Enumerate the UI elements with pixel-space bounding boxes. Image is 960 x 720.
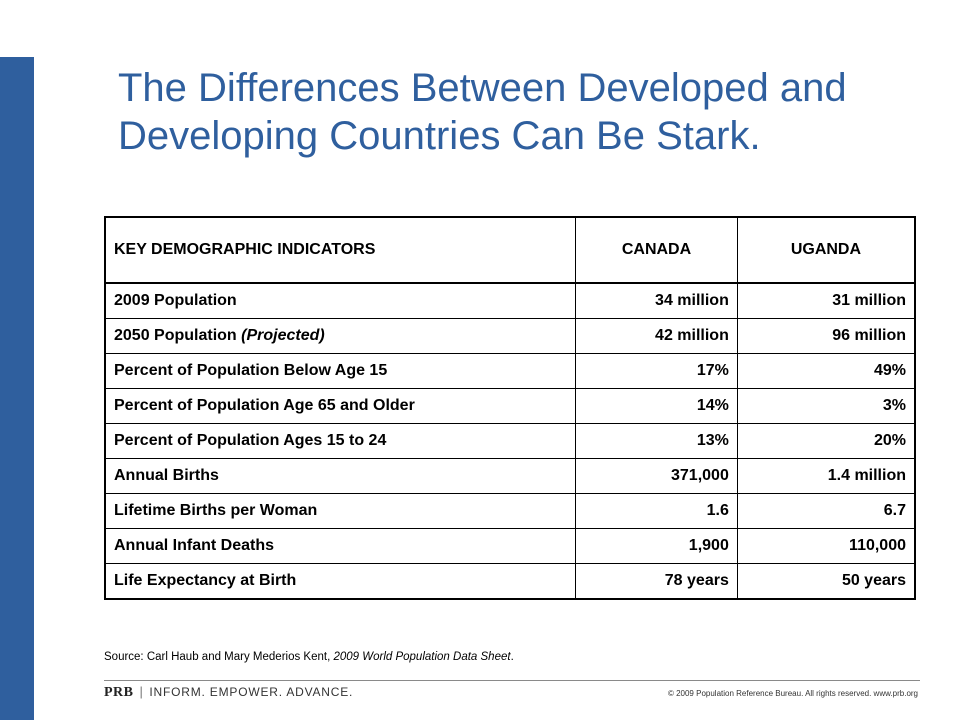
header-indicators: KEY DEMOGRAPHIC INDICATORS bbox=[104, 216, 577, 284]
indicator-cell: Annual Infant Deaths bbox=[104, 528, 577, 564]
indicator-cell: Life Expectancy at Birth bbox=[104, 563, 577, 600]
uganda-value: 20% bbox=[736, 423, 916, 459]
table-row: Annual Infant Deaths 1,900 110,000 bbox=[104, 528, 916, 564]
indicator-label: Percent of Population Ages 15 to 24 bbox=[114, 432, 387, 449]
canada-value: 42 million bbox=[575, 318, 738, 354]
uganda-value: 96 million bbox=[736, 318, 916, 354]
table-row: Lifetime Births per Woman 1.6 6.7 bbox=[104, 493, 916, 529]
side-accent-bar bbox=[0, 57, 34, 720]
table-row: 2009 Population 34 million 31 million bbox=[104, 282, 916, 319]
indicator-label: Life Expectancy at Birth bbox=[114, 572, 297, 589]
table-row: Percent of Population Age 65 and Older 14… bbox=[104, 388, 916, 424]
indicator-cell: Percent of Population Age 65 and Older bbox=[104, 388, 577, 424]
prb-logo: PRB | INFORM. EMPOWER. ADVANCE. bbox=[104, 684, 353, 701]
slide-title: The Differences Between Developed and De… bbox=[118, 64, 918, 160]
footer-divider bbox=[104, 680, 920, 681]
indicator-label: Annual Births bbox=[114, 467, 219, 484]
indicator-label: Percent of Population Age 65 and Older bbox=[114, 397, 415, 414]
canada-value: 1,900 bbox=[575, 528, 738, 564]
canada-value: 78 years bbox=[575, 563, 738, 600]
source-citation: Source: Carl Haub and Mary Mederios Kent… bbox=[104, 651, 514, 663]
canada-value: 17% bbox=[575, 353, 738, 389]
indicator-label: 2009 Population bbox=[114, 292, 237, 309]
brand-tagline: INFORM. EMPOWER. ADVANCE. bbox=[149, 685, 354, 699]
table-row: 2050 Population (Projected) 42 million 96 … bbox=[104, 318, 916, 354]
prb-wordmark: PRB bbox=[104, 685, 134, 700]
uganda-value: 49% bbox=[736, 353, 916, 389]
source-suffix: . bbox=[510, 651, 514, 663]
indicator-label: Lifetime Births per Woman bbox=[114, 502, 318, 519]
canada-value: 371,000 bbox=[575, 458, 738, 494]
uganda-value: 3% bbox=[736, 388, 916, 424]
canada-value: 34 million bbox=[575, 282, 738, 319]
table-row: Annual Births 371,000 1.4 million bbox=[104, 458, 916, 494]
header-canada: CANADA bbox=[575, 216, 738, 284]
uganda-value: 50 years bbox=[736, 563, 916, 600]
indicator-label: 2050 Population bbox=[114, 327, 242, 344]
table-row: Life Expectancy at Birth 78 years 50 years bbox=[104, 563, 916, 600]
indicator-note: (Projected) bbox=[241, 327, 325, 344]
uganda-value: 1.4 million bbox=[736, 458, 916, 494]
table-row: Percent of Population Ages 15 to 24 13% 20… bbox=[104, 423, 916, 459]
source-publication: 2009 World Population Data Sheet bbox=[333, 651, 511, 663]
table-row: Percent of Population Below Age 15 17% 49% bbox=[104, 353, 916, 389]
uganda-value: 6.7 bbox=[736, 493, 916, 529]
slide-title-line-1: The Differences Between Developed and bbox=[118, 66, 847, 110]
indicator-cell: Lifetime Births per Woman bbox=[104, 493, 577, 529]
header-uganda: UGANDA bbox=[736, 216, 916, 284]
indicator-cell: Percent of Population Ages 15 to 24 bbox=[104, 423, 577, 459]
uganda-value: 31 million bbox=[736, 282, 916, 319]
source-prefix: Source: Carl Haub and Mary Mederios Kent… bbox=[104, 651, 334, 663]
canada-value: 13% bbox=[575, 423, 738, 459]
uganda-value: 110,000 bbox=[736, 528, 916, 564]
brand-separator: | bbox=[139, 684, 144, 699]
indicator-label: Percent of Population Below Age 15 bbox=[114, 362, 388, 379]
demographic-indicators-table: KEY DEMOGRAPHIC INDICATORS CANADA UGANDA… bbox=[104, 216, 916, 600]
copyright-notice: © 2009 Population Reference Bureau. All … bbox=[667, 689, 918, 698]
canada-value: 1.6 bbox=[575, 493, 738, 529]
indicator-cell: 2050 Population (Projected) bbox=[104, 318, 577, 354]
indicator-cell: Percent of Population Below Age 15 bbox=[104, 353, 577, 389]
indicator-cell: Annual Births bbox=[104, 458, 577, 494]
indicator-cell: 2009 Population bbox=[104, 282, 577, 319]
table-header-row: KEY DEMOGRAPHIC INDICATORS CANADA UGANDA bbox=[104, 216, 916, 284]
slide-title-line-2: Developing Countries Can Be Stark. bbox=[118, 114, 761, 158]
indicator-label: Annual Infant Deaths bbox=[114, 537, 275, 554]
canada-value: 14% bbox=[575, 388, 738, 424]
